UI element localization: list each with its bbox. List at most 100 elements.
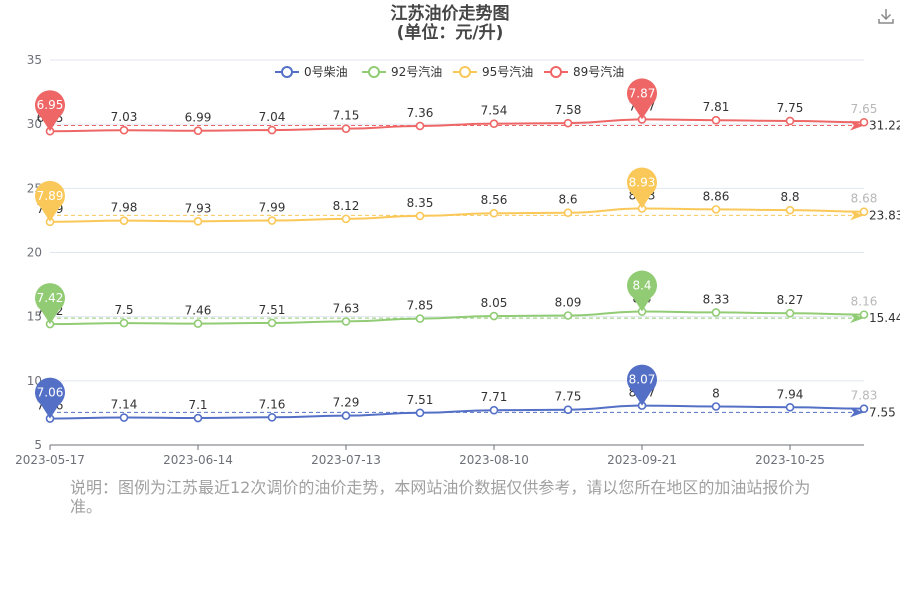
y-tick-label: 5 <box>34 438 42 452</box>
data-label: 7.99 <box>259 201 286 215</box>
data-label: 7.75 <box>777 101 804 115</box>
data-point <box>341 317 351 326</box>
series-line <box>49 118 865 133</box>
data-label: 7.03 <box>111 110 138 124</box>
data-point <box>193 217 203 226</box>
data-label: 8.68 <box>851 192 878 206</box>
marker-label: 8.07 <box>629 373 656 387</box>
marker-label: 7.42 <box>37 291 64 305</box>
series-line <box>49 404 865 420</box>
marker-label: 8.4 <box>632 279 651 293</box>
x-axis: 2023-05-17 2023-06-14 2023-07-13 2023-08-10… <box>15 444 864 467</box>
y-tick-label: 15 <box>27 310 42 324</box>
legend-label: 0号柴油 <box>304 65 348 79</box>
data-label: 7.81 <box>703 100 730 114</box>
avg-arrow <box>850 313 864 324</box>
data-point <box>119 216 129 225</box>
series-gas89: 31.22 6.95 7.03 6.99 7.04 7.15 7.36 7.54 7.58 7.8… <box>35 78 900 136</box>
max-marker: 8.07 <box>627 364 658 406</box>
legend-label: 95号汽油 <box>482 64 533 79</box>
data-label: 7.51 <box>259 303 286 317</box>
avg-label: 31.22 <box>869 119 900 133</box>
data-label: 6.99 <box>185 111 212 125</box>
data-point <box>193 319 203 328</box>
legend-symbol <box>459 66 471 78</box>
x-tick-label: 2023-09-21 <box>607 453 677 467</box>
data-label: 7.65 <box>851 102 878 116</box>
data-point <box>415 314 425 323</box>
grid <box>50 59 864 382</box>
x-tick-label: 2023-10-25 <box>755 453 825 467</box>
data-point <box>267 216 277 225</box>
y-tick-label: 20 <box>27 246 42 260</box>
data-label: 8.86 <box>703 189 730 203</box>
download-icon[interactable] <box>876 6 896 26</box>
x-tick-label: 2023-08-10 <box>459 453 529 467</box>
data-point <box>711 115 721 125</box>
data-point <box>119 125 129 135</box>
data-point <box>415 408 425 418</box>
avg-label: 15.44 <box>869 311 900 325</box>
data-label: 8.33 <box>703 292 730 306</box>
data-point <box>859 207 869 216</box>
data-point <box>341 411 351 420</box>
data-point <box>119 318 129 328</box>
data-point <box>341 214 351 224</box>
data-label: 7.15 <box>333 109 360 123</box>
min-marker: 6.95 <box>35 90 65 132</box>
data-label: 7.93 <box>185 201 212 215</box>
legend-item-diesel0[interactable]: 0号柴油 <box>275 65 348 79</box>
data-point <box>341 124 351 133</box>
marker-pin <box>627 167 657 209</box>
legend-symbol <box>281 66 293 78</box>
data-label: 7.85 <box>407 299 434 313</box>
data-label: 7.83 <box>851 389 878 403</box>
marker-pin <box>35 283 65 325</box>
series-line <box>49 310 865 326</box>
data-label: 7.98 <box>111 201 138 215</box>
marker-pin <box>35 377 65 419</box>
data-label: 7.36 <box>407 106 434 120</box>
data-point <box>193 126 203 136</box>
legend[interactable]: 0号柴油 92号汽油 95号汽油 89号汽油 <box>275 64 624 79</box>
data-label: 8.8 <box>780 190 799 204</box>
marker-pin <box>627 78 657 120</box>
data-point <box>267 412 277 422</box>
data-point <box>785 205 795 215</box>
data-point <box>119 413 129 422</box>
data-label: 8.6 <box>558 193 577 207</box>
data-label: 7.46 <box>185 304 212 318</box>
legend-item-gas95[interactable]: 95号汽油 <box>453 64 533 79</box>
series-group: 7.55 7.06 7.14 7.1 7.16 7.29 7.51 7.71 7.75 8.07 8… <box>35 78 900 423</box>
data-label: 7.29 <box>333 396 360 410</box>
data-label: 7.14 <box>111 398 138 412</box>
data-label: 8.05 <box>481 296 508 310</box>
data-point <box>859 117 869 127</box>
marker-label: 6.95 <box>37 98 64 112</box>
data-point <box>785 402 795 412</box>
x-tick-label: 2023-06-14 <box>163 453 233 467</box>
data-point <box>489 208 499 218</box>
data-label: 8.56 <box>481 193 508 207</box>
data-label: 7.54 <box>481 104 508 118</box>
data-label: 7.5 <box>114 303 133 317</box>
data-label: 7.51 <box>407 393 434 407</box>
legend-symbol <box>550 66 562 78</box>
avg-arrow <box>850 407 864 418</box>
data-point <box>267 125 277 135</box>
data-label: 8.35 <box>407 196 434 210</box>
max-marker: 7.87 <box>627 78 657 120</box>
marker-pin <box>35 90 65 132</box>
min-marker: 7.06 <box>35 377 65 419</box>
data-point <box>563 405 573 415</box>
data-point <box>711 402 721 411</box>
data-point <box>563 311 573 320</box>
data-point <box>859 404 869 413</box>
marker-pin <box>627 364 658 406</box>
legend-item-gas92[interactable]: 92号汽油 <box>362 64 442 79</box>
data-point <box>785 116 795 126</box>
legend-item-gas89[interactable]: 89号汽油 <box>544 64 624 79</box>
series-gas95: 23.83 7.89 7.98 7.93 7.99 8.12 8.35 8.56 8.6 8.93… <box>35 167 900 227</box>
data-point <box>563 208 573 218</box>
